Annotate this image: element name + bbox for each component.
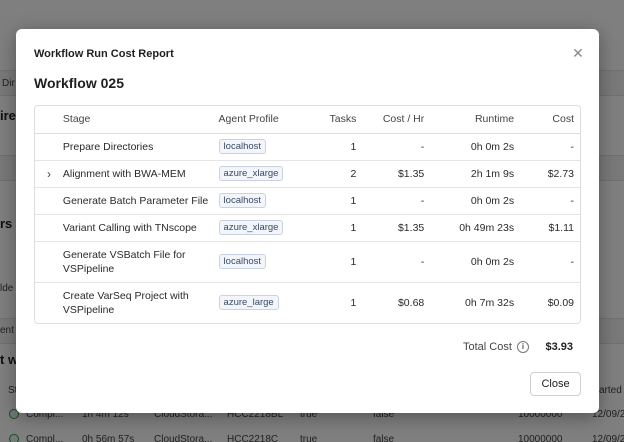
stage-cell: Alignment with BWA-MEM — [62, 160, 219, 188]
stage-cell: Generate Batch Parameter File — [62, 187, 219, 215]
stage-cell: Generate VSBatch File for VSPipeline — [62, 241, 219, 283]
table-row: › Alignment with BWA-MEM azure_xlarge 2 … — [35, 160, 580, 188]
table-header-row: Stage Agent Profile Tasks Cost / Hr Runt… — [35, 106, 580, 134]
runtime-cell: 0h 49m 23s — [424, 214, 515, 242]
header-agent-profile[interactable]: Agent Profile — [218, 106, 307, 134]
header-expand — [35, 106, 63, 134]
cost-per-hr-cell: $0.68 — [397, 296, 425, 309]
expand-cell: › — [35, 160, 63, 188]
table-row: Prepare Directories localhost 1 - 0h 0m … — [35, 133, 580, 161]
expand-cell — [35, 214, 63, 242]
agent-profile-badge: localhost — [218, 254, 267, 269]
agent-profile-badge: azure_xlarge — [218, 220, 284, 235]
agent-cell: azure_xlarge — [218, 160, 307, 188]
expand-cell — [35, 187, 63, 215]
close-button[interactable]: Close — [530, 372, 581, 396]
table-row: Generate VSBatch File for VSPipeline loc… — [35, 241, 580, 283]
chevron-right-icon[interactable]: › — [46, 166, 51, 181]
cost-per-hr-cell: - — [358, 241, 425, 283]
agent-cell: localhost — [218, 187, 307, 215]
stage-cell: Create VarSeq Project with VSPipeline — [62, 289, 189, 316]
header-cost[interactable]: Cost — [514, 106, 580, 134]
agent-cell: azure_xlarge — [218, 214, 307, 242]
expand-cell — [35, 133, 63, 161]
info-icon[interactable]: i — [517, 341, 529, 353]
cost-per-hr-cell: - — [358, 133, 425, 161]
agent-cell: localhost — [218, 241, 307, 283]
tasks-cell: 1 — [306, 214, 359, 242]
close-icon[interactable]: ✕ — [572, 45, 584, 61]
cost-cell: - — [514, 187, 580, 215]
expand-cell — [35, 282, 63, 323]
cost-report-dialog: Workflow Run Cost Report ✕ Workflow 025 … — [16, 29, 599, 413]
tasks-cell: 1 — [350, 296, 357, 309]
cost-per-hr-cell: $1.35 — [358, 160, 425, 188]
runtime-cell: 0h 0m 2s — [424, 241, 515, 283]
total-cost-label: Total Cost — [463, 341, 512, 353]
agent-profile-badge: azure_xlarge — [218, 166, 284, 181]
runtime-cell: 0h 0m 2s — [424, 133, 515, 161]
cost-cell: $2.73 — [514, 160, 580, 188]
tasks-cell: 1 — [306, 133, 359, 161]
workflow-name: Workflow 025 — [34, 75, 124, 91]
header-tasks[interactable]: Tasks — [306, 106, 359, 134]
cost-cell: $1.11 — [514, 214, 580, 242]
header-cost-per-hr[interactable]: Cost / Hr — [358, 106, 425, 134]
agent-cell: azure_large — [218, 282, 307, 323]
agent-cell: localhost — [218, 133, 307, 161]
cost-per-hr-cell: $1.35 — [358, 214, 425, 242]
agent-profile-badge: azure_large — [218, 295, 279, 311]
cost-table: Stage Agent Profile Tasks Cost / Hr Runt… — [35, 106, 580, 323]
total-cost-value: $3.93 — [545, 341, 573, 353]
table-row: Generate Batch Parameter File localhost … — [35, 187, 580, 215]
runtime-cell: 0h 0m 2s — [424, 187, 515, 215]
tasks-cell: 2 — [306, 160, 359, 188]
tasks-cell: 1 — [306, 241, 359, 283]
dialog-title: Workflow Run Cost Report — [34, 48, 174, 60]
runtime-cell: 0h 7m 32s — [465, 296, 515, 309]
agent-profile-badge: localhost — [218, 139, 267, 154]
header-runtime[interactable]: Runtime — [424, 106, 515, 134]
table-row: Create VarSeq Project with VSPipeline az… — [35, 282, 580, 323]
agent-profile-badge: localhost — [218, 193, 267, 208]
cost-cell: - — [514, 133, 580, 161]
cost-cell: - — [514, 241, 580, 283]
tasks-cell: 1 — [306, 187, 359, 215]
cost-per-hr-cell: - — [358, 187, 425, 215]
runtime-cell: 2h 1m 9s — [424, 160, 515, 188]
stage-cell: Variant Calling with TNscope — [62, 214, 219, 242]
header-stage[interactable]: Stage — [62, 106, 219, 134]
table-row: Variant Calling with TNscope azure_xlarg… — [35, 214, 580, 242]
expand-cell — [35, 241, 63, 283]
cost-table-container: Stage Agent Profile Tasks Cost / Hr Runt… — [34, 105, 581, 324]
cost-cell: $0.09 — [547, 296, 574, 309]
stage-cell: Prepare Directories — [62, 133, 219, 161]
